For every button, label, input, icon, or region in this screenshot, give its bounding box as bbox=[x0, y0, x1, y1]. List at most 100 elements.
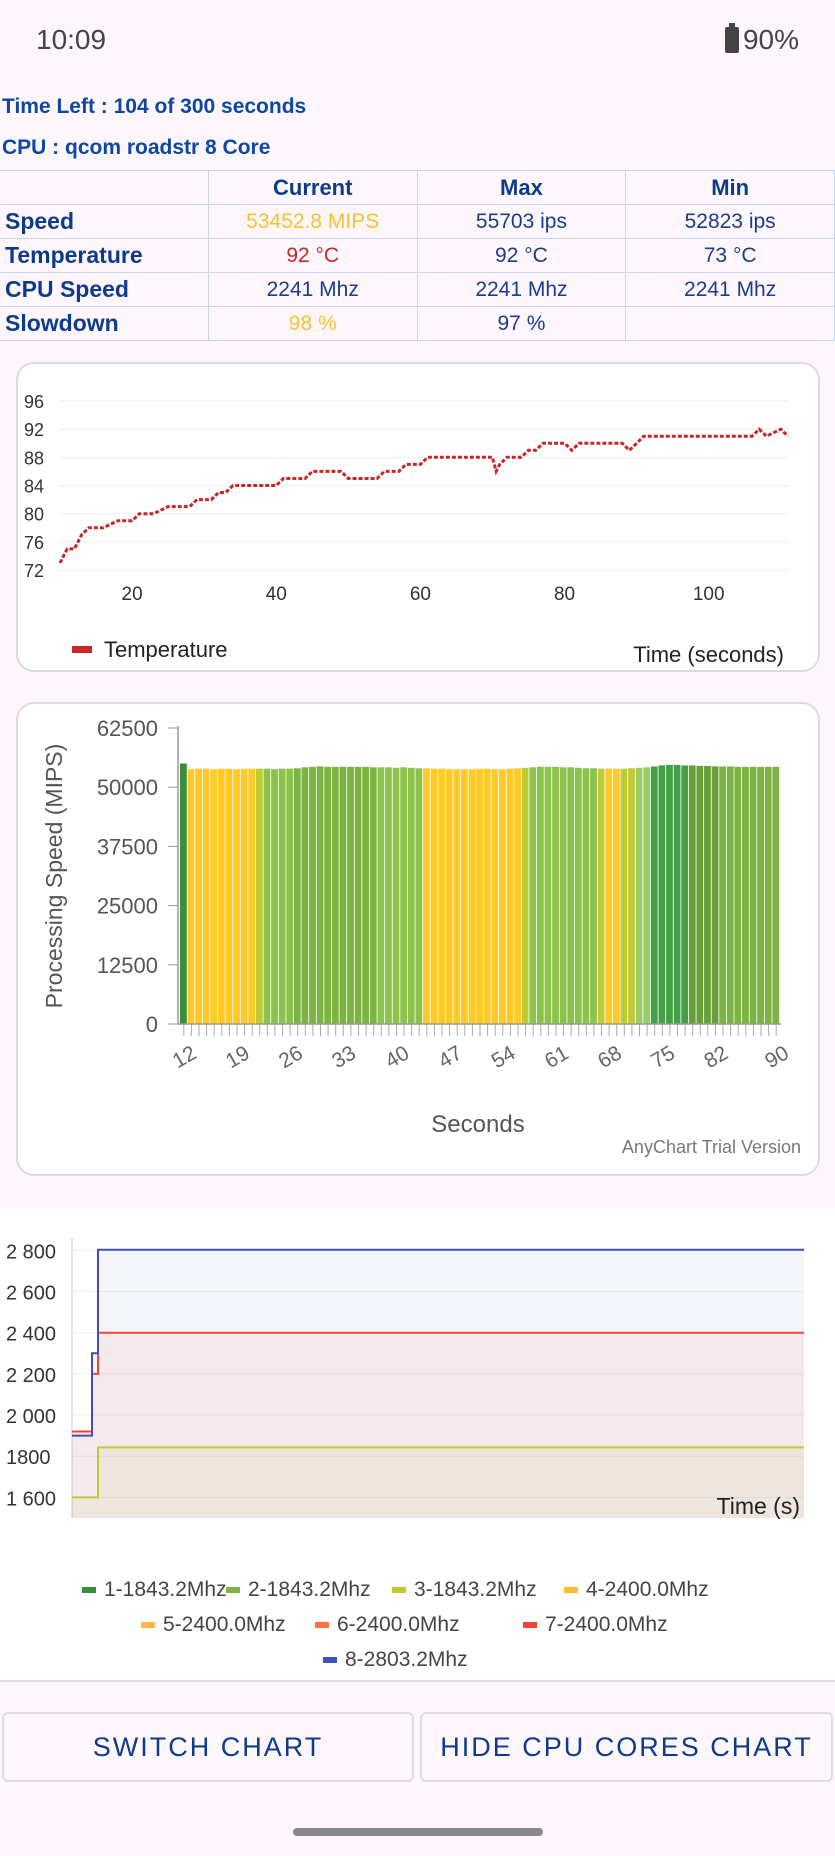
cpu-cores-chart: 2 800 2 600 2 400 2 200 2 000 1800 1 600 Time … bbox=[6, 1238, 804, 1671]
speed-y-tick-label: 12500 bbox=[97, 953, 158, 978]
speed-x-tick-label: 47 bbox=[435, 1041, 467, 1073]
speed-bar bbox=[476, 768, 483, 1024]
cpu-speed-min: 2241 Mhz bbox=[625, 272, 835, 307]
speed-bar bbox=[354, 766, 362, 1024]
table-row: Speed 53452.8 MIPS 55703 ips 52823 ips bbox=[0, 204, 835, 239]
speed-bar bbox=[286, 768, 294, 1024]
status-time: 10:09 bbox=[36, 24, 107, 55]
cores-series-line bbox=[72, 1248, 804, 1437]
speed-bar bbox=[719, 766, 727, 1024]
temp-y-tick-label: 88 bbox=[24, 448, 44, 468]
speed-x-tick-label: 75 bbox=[647, 1041, 679, 1073]
cores-legend-label: 7-2400.0Mhz bbox=[545, 1613, 668, 1636]
speed-bar bbox=[392, 767, 400, 1024]
anychart-watermark: AnyChart Trial Version bbox=[622, 1137, 801, 1157]
speed-bar bbox=[574, 767, 582, 1024]
speed-bar bbox=[461, 769, 468, 1024]
header-current: Current bbox=[207, 170, 418, 205]
speed-bar bbox=[734, 766, 742, 1024]
speed-bar bbox=[369, 767, 377, 1024]
speed-bar bbox=[764, 766, 772, 1024]
battery-percent: 90% bbox=[742, 24, 799, 55]
speed-bar bbox=[210, 769, 218, 1024]
speed-bar bbox=[688, 765, 696, 1024]
speed-bar bbox=[628, 768, 635, 1024]
temperature-legend-label: Temperature bbox=[104, 637, 228, 662]
cores-y-tick-label: 2 000 bbox=[6, 1406, 56, 1428]
switch-chart-button[interactable]: SWITCH CHART bbox=[2, 1712, 414, 1782]
cores-series-area bbox=[72, 1249, 804, 1518]
cores-x-axis-label: Time (s) bbox=[717, 1493, 800, 1519]
cores-legend-label: 6-2400.0Mhz bbox=[337, 1613, 460, 1636]
speed-bar bbox=[612, 768, 620, 1024]
cores-y-tick-label: 1 600 bbox=[6, 1488, 56, 1510]
speed-bar bbox=[559, 767, 567, 1024]
table-row: Temperature 92 °C 92 °C 73 °C bbox=[0, 238, 835, 273]
speed-bar bbox=[620, 768, 628, 1024]
speed-max: 55703 ips bbox=[416, 204, 627, 239]
speed-bar bbox=[400, 767, 408, 1024]
speed-chart-card: 62500 50000 37500 25000 12500 0 12 19 26 33 40 47 5… bbox=[16, 702, 820, 1176]
slowdown-current: 98 % bbox=[207, 306, 418, 341]
speed-bar bbox=[293, 768, 301, 1024]
cpu-speed-current: 2241 Mhz bbox=[207, 272, 418, 307]
speed-bar bbox=[331, 766, 339, 1024]
speed-bar bbox=[658, 765, 666, 1024]
speed-bar bbox=[536, 766, 544, 1024]
speed-bar bbox=[240, 768, 248, 1024]
temp-y-tick-label: 96 bbox=[24, 392, 44, 412]
speed-y-axis-label: Processing Speed (MIPS) bbox=[41, 744, 67, 1009]
speed-x-tick-label: 12 bbox=[169, 1041, 201, 1073]
speed-bar bbox=[529, 767, 537, 1024]
temperature-chart-card: 96 92 88 84 80 76 72 20 40 60 80 100 Temperature T… bbox=[16, 362, 820, 672]
speed-bar bbox=[453, 769, 461, 1024]
temp-y-tick-label: 80 bbox=[24, 505, 44, 525]
speed-bar bbox=[605, 768, 613, 1024]
speed-bar bbox=[468, 769, 476, 1024]
speed-x-axis-label: Seconds bbox=[431, 1111, 524, 1138]
speed-chart: 62500 50000 37500 25000 12500 0 12 19 26 33 40 47 5… bbox=[41, 716, 801, 1157]
speed-bar bbox=[673, 764, 681, 1024]
cores-series-line bbox=[72, 1331, 804, 1433]
cpu-label: CPU : qcom roadstr 8 Core bbox=[2, 136, 271, 159]
header-max: Max bbox=[416, 170, 627, 205]
speed-bar bbox=[483, 768, 491, 1024]
row-label-cpu-speed: CPU Speed bbox=[0, 272, 209, 307]
home-indicator[interactable] bbox=[293, 1828, 543, 1836]
speed-bar bbox=[217, 768, 225, 1024]
speed-bar bbox=[316, 766, 324, 1024]
temp-x-tick-label: 60 bbox=[410, 584, 431, 605]
speed-bar bbox=[377, 767, 385, 1024]
speed-x-tick-label: 33 bbox=[328, 1041, 360, 1073]
row-label-slowdown: Slowdown bbox=[0, 306, 209, 341]
stats-table: Current Max Min Speed 53452.8 MIPS 55703… bbox=[0, 170, 835, 341]
cores-legend-swatch bbox=[392, 1587, 406, 1593]
speed-bar bbox=[301, 767, 309, 1024]
speed-bar bbox=[415, 768, 423, 1024]
speed-bar bbox=[582, 768, 590, 1024]
speed-bar bbox=[445, 769, 453, 1024]
temp-x-tick-label: 20 bbox=[122, 584, 143, 605]
hide-cpu-cores-chart-button[interactable]: HIDE CPU CORES CHART bbox=[420, 1712, 833, 1782]
cpu-cores-chart-panel: 2 800 2 600 2 400 2 200 2 000 1800 1 600 Time … bbox=[0, 1208, 835, 1682]
speed-bar bbox=[423, 768, 430, 1024]
speed-bar bbox=[506, 768, 514, 1024]
speed-bar bbox=[498, 769, 506, 1024]
speed-bar bbox=[385, 767, 392, 1024]
speed-min: 52823 ips bbox=[625, 204, 835, 239]
cores-legend-label: 8-2803.2Mhz bbox=[345, 1648, 468, 1671]
temperature-min: 73 °C bbox=[625, 238, 835, 273]
cores-legend-swatch bbox=[323, 1657, 337, 1663]
table-row: CPU Speed 2241 Mhz 2241 Mhz 2241 Mhz bbox=[0, 272, 835, 307]
speed-x-tick-label: 19 bbox=[222, 1041, 254, 1073]
speed-bar bbox=[225, 768, 233, 1024]
cores-y-tick-label: 1800 bbox=[6, 1447, 51, 1469]
speed-bar bbox=[650, 766, 658, 1024]
speed-bar bbox=[271, 769, 278, 1024]
time-left-label: Time Left : 104 of 300 seconds bbox=[2, 95, 307, 118]
cores-legend-swatch bbox=[82, 1587, 96, 1593]
cores-legend-swatch bbox=[226, 1587, 240, 1593]
speed-bar bbox=[438, 768, 446, 1024]
speed-bar bbox=[407, 767, 415, 1024]
speed-y-tick-label: 25000 bbox=[97, 894, 158, 919]
